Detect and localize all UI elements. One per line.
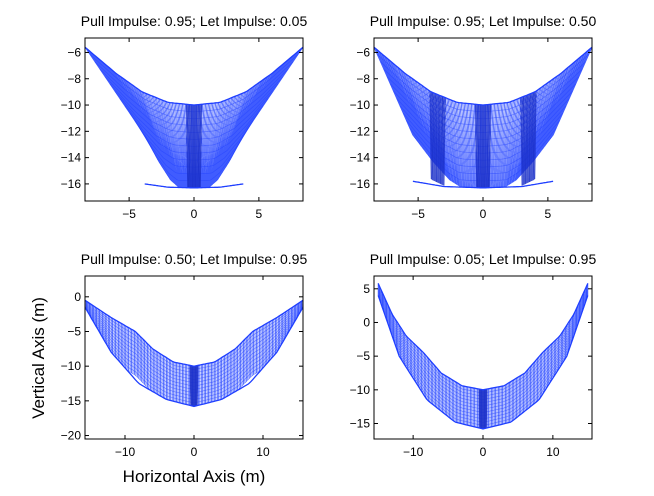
ticks: −5 0 5 −16 −14 −12 −10 −8 −6 [350, 38, 592, 221]
dense-streak [189, 365, 199, 407]
y-tick-label: −16 [61, 177, 82, 191]
series-line-outer [374, 46, 592, 106]
panel-title: Pull Impulse: 0.50; Let Impulse: 0.95 [81, 251, 308, 267]
x-tick-label: −5 [411, 207, 425, 221]
dense-streak [520, 90, 537, 186]
y-tick-label: −8 [67, 72, 81, 86]
plot-area [377, 283, 589, 430]
y-tick-label: 0 [363, 315, 370, 329]
y-tick-label: −10 [350, 383, 371, 397]
series-line-outer [377, 283, 589, 391]
dense-streak [478, 388, 488, 429]
panel-bottom-left: Pull Impulse: 0.50; Let Impulse: 0.95 −1… [61, 251, 308, 459]
series-line-inner [412, 180, 554, 189]
y-tick-label: −12 [350, 124, 371, 138]
panel-title: Pull Impulse: 0.95; Let Impulse: 0.50 [370, 13, 597, 29]
panel-top-left: Pull Impulse: 0.95; Let Impulse: 0.05 −5… [61, 13, 308, 221]
y-tick-label: −6 [67, 45, 81, 59]
y-tick-label: −14 [350, 151, 371, 165]
y-tick-label: −10 [61, 98, 82, 112]
plot-area [85, 46, 303, 189]
x-tick-label: −10 [403, 445, 424, 459]
x-tick-label: 5 [256, 207, 263, 221]
y-tick-label: −5 [67, 324, 81, 338]
y-tick-label: −5 [356, 349, 370, 363]
y-tick-label: −6 [356, 45, 370, 59]
x-axis-title: Horizontal Axis (m) [123, 467, 266, 486]
series-line-outer [85, 299, 303, 367]
y-tick-label: −16 [350, 177, 371, 191]
plot-area [374, 46, 592, 189]
x-tick-label: 0 [480, 445, 487, 459]
y-axis-title: Vertical Axis (m) [29, 297, 48, 419]
series-line-outer [85, 46, 303, 106]
panel-bottom-right: Pull Impulse: 0.05; Let Impulse: 0.95 −1… [350, 251, 597, 459]
y-tick-label: −14 [61, 151, 82, 165]
y-tick-label: 5 [363, 282, 370, 296]
ticks: −5 0 5 −16 −14 −12 −10 −8 −6 [61, 38, 303, 221]
dense-streak [474, 104, 492, 188]
y-tick-label: 0 [74, 290, 81, 304]
panel-title: Pull Impulse: 0.95; Let Impulse: 0.05 [81, 13, 308, 29]
y-tick-label: −8 [356, 72, 370, 86]
x-tick-label: 10 [256, 445, 270, 459]
panel-top-right: Pull Impulse: 0.95; Let Impulse: 0.50 −5… [350, 13, 597, 221]
x-tick-label: 0 [191, 445, 198, 459]
dense-streak [429, 90, 446, 186]
series-line-inner [144, 183, 244, 189]
y-tick-label: −15 [350, 417, 371, 431]
series-line-inner [377, 295, 589, 430]
x-tick-label: −5 [122, 207, 136, 221]
x-tick-label: 10 [546, 445, 560, 459]
plot-area [85, 299, 303, 408]
panel-title: Pull Impulse: 0.05; Let Impulse: 0.95 [370, 251, 597, 267]
ticks: −10 0 10 −20 −15 −10 −5 0 [61, 276, 303, 459]
y-tick-label: −15 [61, 394, 82, 408]
y-tick-label: −10 [350, 98, 371, 112]
x-tick-label: 0 [480, 207, 487, 221]
y-tick-label: −10 [61, 359, 82, 373]
y-tick-label: −12 [61, 124, 82, 138]
y-tick-label: −20 [61, 429, 82, 443]
x-tick-label: −10 [115, 445, 136, 459]
series-line-inner [85, 306, 303, 408]
ticks: −10 0 10 −15 −10 −5 0 5 [350, 276, 592, 459]
x-tick-label: 0 [191, 207, 198, 221]
dense-streak [185, 104, 203, 188]
x-tick-label: 5 [545, 207, 552, 221]
